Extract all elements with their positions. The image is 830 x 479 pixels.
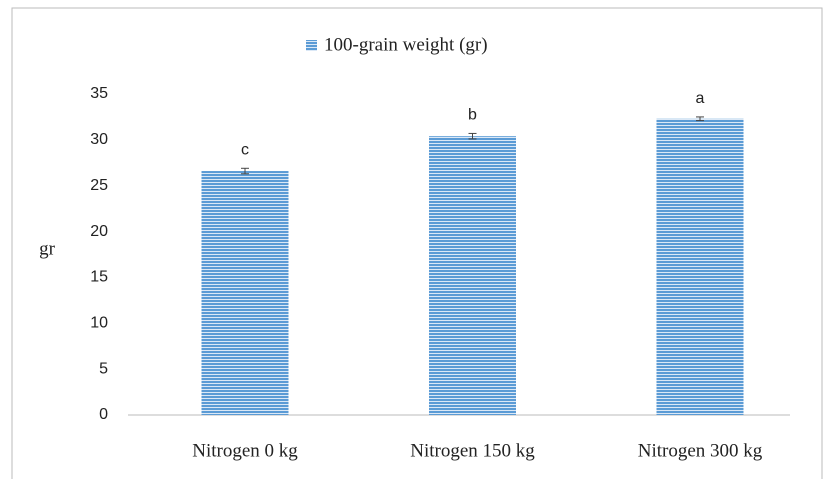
bar xyxy=(429,136,516,415)
legend-swatch xyxy=(306,40,317,51)
y-axis-label: gr xyxy=(39,238,56,259)
annotation: c xyxy=(241,142,249,159)
y-tick-label: 35 xyxy=(90,85,108,102)
y-tick-label: 30 xyxy=(90,131,108,148)
y-tick-label: 15 xyxy=(90,269,108,286)
y-tick-label: 0 xyxy=(99,406,108,423)
y-tick-label: 25 xyxy=(90,177,108,194)
x-tick-label: Nitrogen 0 kg xyxy=(192,440,298,461)
y-tick-label: 20 xyxy=(90,223,108,240)
bar xyxy=(201,171,289,415)
annotation: a xyxy=(696,90,705,107)
y-tick-label: 5 xyxy=(99,360,108,377)
y-tick-label: 10 xyxy=(90,315,108,332)
x-tick-label: Nitrogen 300 kg xyxy=(638,440,763,461)
error-bar xyxy=(696,116,704,122)
annotation: b xyxy=(468,107,477,124)
bar xyxy=(656,118,744,416)
legend-label: 100-grain weight (gr) xyxy=(324,34,488,55)
x-tick-label: Nitrogen 150 kg xyxy=(410,440,535,461)
error-bar xyxy=(468,132,477,140)
error-bar xyxy=(241,167,249,175)
